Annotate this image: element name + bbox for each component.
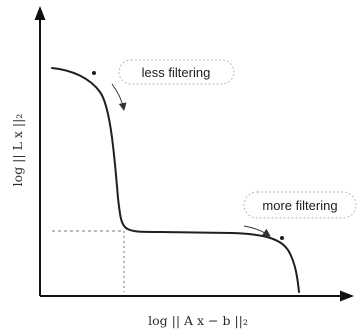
callout-less-filtering: less filtering — [118, 59, 235, 85]
l-curve — [51, 67, 300, 293]
x-axis-arrowhead — [340, 290, 354, 302]
callout-more-filtering-bubble — [243, 191, 357, 219]
callout-more-filtering: more filtering — [243, 191, 357, 219]
callout-less-filtering-bubble — [118, 59, 235, 85]
callout-less-filtering-text: less filtering — [142, 65, 211, 80]
curve-marker-upper — [92, 71, 96, 75]
curve-marker-lower — [280, 236, 284, 240]
y-axis-arrowhead — [34, 6, 46, 20]
callout-more-filtering-text: more filtering — [262, 198, 337, 213]
x-axis-label: log || A x − b ||₂ — [148, 313, 248, 328]
y-axis-label: log || L x ||₂ — [10, 114, 25, 187]
more-filtering-arrow — [243, 225, 271, 237]
less-filtering-arrow — [111, 83, 127, 111]
